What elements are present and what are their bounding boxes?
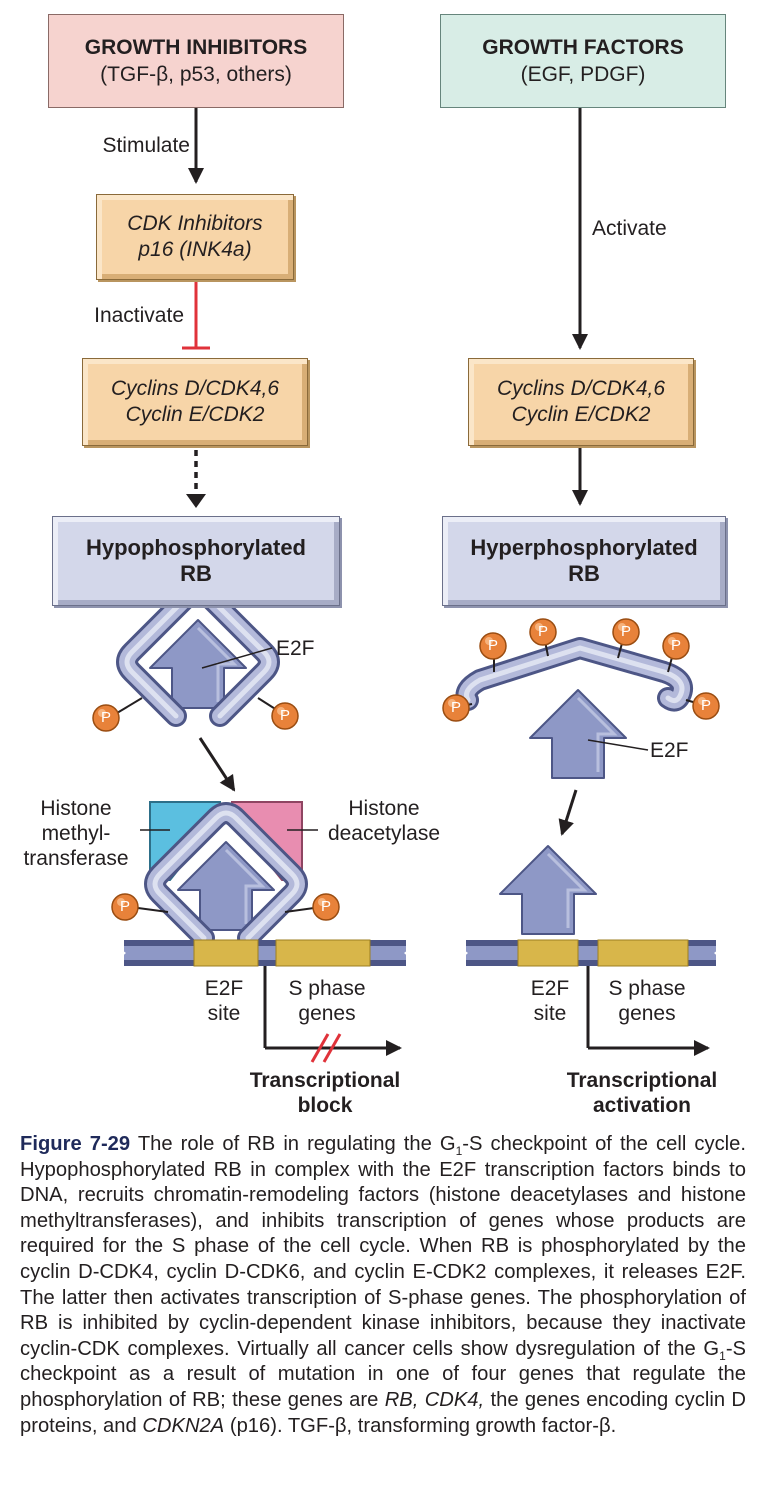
rb-e2f-complex-left [127,591,269,716]
hyper-rb-line1: Hyperphosphorylated [470,535,698,560]
e2f-free-right [528,688,628,780]
e2f-site-label-left: E2F site [192,976,256,1026]
e2f-site-label-right: E2F site [518,976,582,1026]
caption-sub1: 1 [455,1144,463,1159]
p-label-3: P [119,898,130,915]
e2f-bound-right [498,844,598,936]
e2f-site-left-line2: site [207,1002,241,1025]
p-label-10: P [700,697,711,714]
cyclins-box-left: Cyclins D/CDK4,6 Cyclin E/CDK2 [82,358,308,446]
growth-factors-box: GROWTH FACTORS (EGF, PDGF) [440,14,726,108]
caption-part1: The role of RB in regulating the G [130,1133,456,1155]
dna-left [118,939,412,967]
inactivate-label: Inactivate [94,304,184,327]
cyclins-left-line1: Cyclins D/CDK4,6 [110,377,280,400]
histone-deacetylase-label: Histone deacetylase [318,796,450,846]
s-phase-right-line2: genes [618,1002,676,1025]
diagram-graphics [92,108,722,1063]
hyperphosphorylated-rb-box: Hyperphosphorylated RB [442,516,726,606]
caption-italic-cdkn2a: CDKN2A [142,1414,225,1437]
e2f-to-dna-arrow-right [558,789,578,836]
s-phase-right-line1: S phase [608,977,686,1000]
histone-methyltransferase-label: Histone methyl- transferase [16,796,136,871]
hypo-rb-line1: Hypophosphorylated [85,535,306,560]
p-label-2: P [279,707,290,724]
cyclins-right-line1: Cyclins D/CDK4,6 [496,377,666,400]
p-label-9: P [450,699,461,716]
p-label-5: P [487,637,498,654]
caption-sub2: 1 [719,1348,726,1363]
e2f-site-right-line2: site [533,1002,567,1025]
hypophosphorylated-rb-box: Hypophosphorylated RB [52,516,340,606]
hmt-line2: methyl- [41,822,111,845]
block-mark-2 [322,1033,342,1063]
cdk-inhibitors-box: CDK Inhibitors p16 (INK4a) [96,194,294,280]
cdk-inhibitors-line1: CDK Inhibitors [127,212,263,235]
transcriptional-block-label: Transcriptional block [220,1068,430,1118]
e2f-site-left-line1: E2F [204,977,244,1000]
caption-part2: -S checkpoint of the cell cycle. Hypopho… [20,1133,746,1360]
growth-factors-subtitle: (EGF, PDGF) [520,63,646,86]
cdk-inhibitors-line2: p16 (INK4a) [138,238,252,261]
caption-part3: -S checkpoint as a result of mutation in… [20,1337,746,1411]
growth-inhibitors-title: GROWTH INHIBITORS [84,36,308,59]
dna-right [460,939,722,967]
growth-factors-title: GROWTH FACTORS [482,36,684,59]
rb-g1s-checkpoint-diagram: GROWTH INHIBITORS (TGF-β, p53, others) S… [16,14,744,1118]
p-label-7: P [620,623,631,640]
hyper-rb-line2: RB [568,561,600,586]
block-mark-1 [310,1033,330,1063]
s-phase-label-right: S phase genes [592,976,702,1026]
p-label-6: P [537,623,548,640]
cyclins-right-line2: Cyclin E/CDK2 [511,403,651,426]
e2f-site-right-line1: E2F [530,977,570,1000]
s-phase-label-left: S phase genes [272,976,382,1026]
figure-label: Figure 7-29 [20,1133,131,1155]
activation-line1: Transcriptional [566,1069,718,1092]
hypo-rb-line2: RB [180,561,212,586]
block-line2: block [297,1094,353,1117]
caption-part5: (p16). TGF-β, transforming growth factor… [224,1414,617,1437]
e2f-label-right: E2F [650,739,689,762]
hda-line2: deacetylase [327,822,441,845]
caption-part4: the genes encoding cyclin D proteins, an… [20,1388,746,1437]
hda-line1: Histone [348,797,420,820]
s-phase-left-line2: genes [298,1002,356,1025]
hmt-line3: transferase [23,847,129,870]
hmt-line1: Histone [40,797,112,820]
caption-italic-genes: RB, CDK4, [384,1388,485,1411]
s-phase-left-line1: S phase [288,977,366,1000]
complex-to-dna-arrow-left [198,737,236,792]
stimulate-label: Stimulate [102,134,190,157]
rb-hyperphosphorylated [455,637,693,712]
p-label-1: P [100,709,111,726]
activation-line2: activation [592,1094,692,1117]
cyclins-left-line2: Cyclin E/CDK2 [125,403,265,426]
growth-inhibitors-subtitle: (TGF-β, p53, others) [100,63,292,86]
figure-caption: Figure 7-29 The role of RB in regulating… [20,1132,746,1439]
p-label-4: P [320,898,331,915]
e2f-label-left: E2F [276,637,315,660]
transcriptional-activation-label: Transcriptional activation [540,1068,744,1118]
block-line1: Transcriptional [249,1069,401,1092]
growth-inhibitors-box: GROWTH INHIBITORS (TGF-β, p53, others) [48,14,344,108]
cyclins-box-right: Cyclins D/CDK4,6 Cyclin E/CDK2 [468,358,694,446]
activate-label: Activate [592,217,667,240]
p-label-8: P [670,637,681,654]
